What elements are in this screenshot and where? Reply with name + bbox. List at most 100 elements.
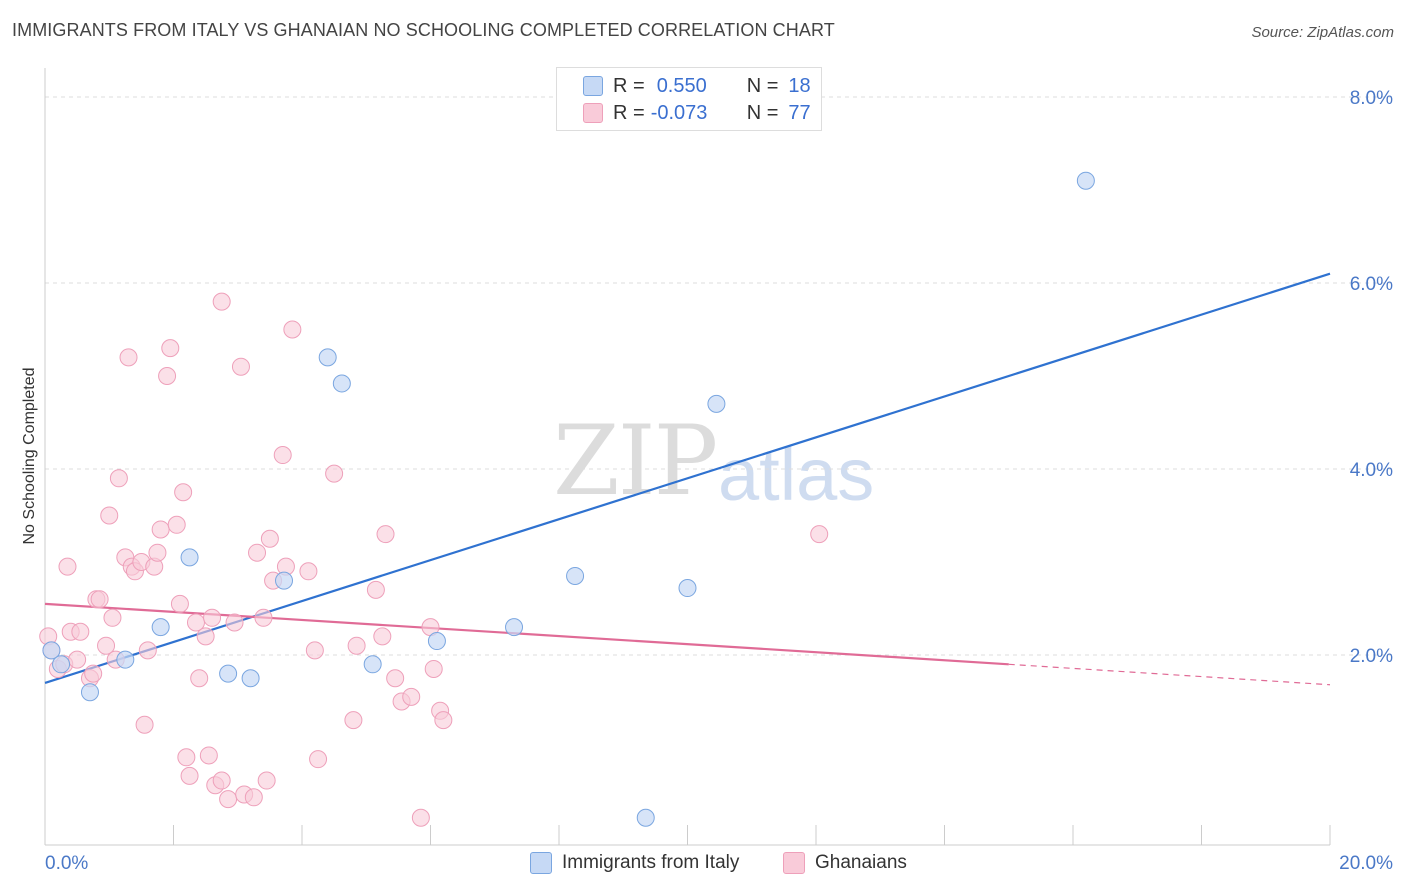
- legend-label: Ghanaians: [815, 852, 907, 873]
- ghanaians-point: [411, 808, 430, 827]
- ghanaians-point: [174, 483, 193, 502]
- ghana-trend-extension: [1008, 663, 1331, 686]
- r-value: -0.073: [650, 101, 708, 124]
- ghanaians-point: [219, 790, 238, 809]
- ghanaians-point: [386, 669, 405, 688]
- italy-point: [116, 650, 135, 669]
- italy-point: [566, 566, 585, 585]
- ghanaians-point: [135, 715, 154, 734]
- ghanaians-point: [305, 641, 324, 660]
- watermark-atlas: atlas: [718, 433, 875, 516]
- ghanaians-point: [100, 506, 119, 525]
- ghanaians-point: [180, 766, 199, 785]
- x-tick-label: 20.0%: [1339, 853, 1393, 874]
- n-value: 77: [788, 101, 811, 124]
- n-label: N =: [746, 74, 779, 97]
- ghanaians-point: [58, 557, 77, 576]
- ghanaians-point: [810, 525, 829, 544]
- series-legend: Immigrants from Italy Ghanaians: [0, 852, 1406, 878]
- ghanaians-point: [68, 650, 87, 669]
- ghanaians-point: [248, 543, 267, 562]
- italy-point: [151, 618, 170, 637]
- ghanaians-point: [283, 320, 302, 339]
- italy-point: [707, 394, 726, 413]
- italy-point: [678, 579, 697, 598]
- ghanaians-point: [254, 608, 273, 627]
- legend-row-ghana: R = -0.073 N = 77: [583, 100, 811, 126]
- ghanaians-point: [109, 469, 128, 488]
- ghanaians-point: [309, 750, 328, 769]
- y-tick-label: 8.0%: [1350, 88, 1393, 109]
- italy-point: [1076, 171, 1095, 190]
- ghanaians-point: [119, 348, 138, 367]
- italy-swatch: [530, 852, 552, 874]
- ghanaians-point: [376, 525, 395, 544]
- italy-point: [332, 374, 351, 393]
- r-value: 0.550: [656, 74, 707, 97]
- ghanaians-point: [299, 562, 318, 581]
- y-axis-label: No Schooling Completed: [21, 368, 38, 545]
- axes: [44, 68, 1331, 846]
- ghanaians-point: [161, 339, 180, 358]
- ghanaians-point: [344, 711, 363, 730]
- italy-point: [318, 348, 337, 367]
- n-label: N =: [746, 101, 779, 124]
- italy-point: [52, 655, 71, 674]
- ghanaians-point: [212, 292, 231, 311]
- ghanaians-point: [199, 746, 218, 765]
- ghanaians-point: [273, 446, 292, 465]
- n-value: 18: [788, 74, 811, 97]
- italy-point: [427, 632, 446, 651]
- legend-label: Immigrants from Italy: [562, 852, 740, 873]
- ghanaians-point: [203, 608, 222, 627]
- source-label: Source: ZipAtlas.com: [1251, 24, 1394, 41]
- ghanaians-point: [212, 771, 231, 790]
- ghanaians-point: [434, 711, 453, 730]
- ghanaians-point: [366, 580, 385, 599]
- ghanaians-point: [138, 641, 157, 660]
- correlation-legend: R = 0.550 N = 18 R = -0.073 N = 77: [556, 67, 822, 131]
- ghanaians-point: [84, 664, 103, 683]
- y-tick-label: 4.0%: [1350, 460, 1393, 481]
- ghana-swatch: [783, 852, 805, 874]
- ghanaians-point: [244, 788, 263, 807]
- italy-point: [219, 664, 238, 683]
- ghanaians-point: [260, 529, 279, 548]
- italy-swatch: [583, 76, 603, 96]
- axis-labels: 2.0% 4.0% 6.0% 8.0% 0.0% 20.0% No Schooling Co…: [21, 88, 1393, 874]
- ghanaians-point: [402, 687, 421, 706]
- italy-point: [636, 808, 655, 827]
- ghanaians-point: [71, 622, 90, 641]
- italy-point: [180, 548, 199, 567]
- r-label: R =: [613, 101, 645, 124]
- italy-point: [275, 571, 294, 590]
- y-tick-label: 6.0%: [1350, 274, 1393, 295]
- ghanaians-point: [103, 608, 122, 627]
- italy-point: [80, 683, 99, 702]
- ghanaians-point: [151, 520, 170, 539]
- ghana-swatch: [583, 103, 603, 123]
- ghanaians-point: [373, 627, 392, 646]
- ghanaians-point: [148, 543, 167, 562]
- ghanaians-point: [231, 357, 250, 376]
- watermark-zip: ZIP: [553, 405, 718, 517]
- ghanaians-point: [190, 669, 209, 688]
- italy-point: [241, 669, 260, 688]
- ghanaians-point: [97, 636, 116, 655]
- ghanaians-point: [170, 594, 189, 613]
- ghanaians-point: [90, 590, 109, 609]
- ghanaians-point: [225, 613, 244, 632]
- ghanaians-point: [167, 515, 186, 534]
- ghanaians-point: [257, 771, 276, 790]
- grid-lines: [45, 96, 1392, 656]
- legend-item-ghana: Ghanaians: [783, 852, 907, 874]
- italy-point: [363, 655, 382, 674]
- ghanaians-point: [158, 367, 177, 385]
- italy-point: [42, 641, 61, 660]
- chart-title: IMMIGRANTS FROM ITALY VS GHANAIAN NO SCH…: [12, 20, 835, 40]
- r-label: R =: [613, 74, 645, 97]
- data-points: [39, 171, 1095, 827]
- italy-point: [505, 618, 524, 637]
- ghanaians-point: [325, 464, 344, 483]
